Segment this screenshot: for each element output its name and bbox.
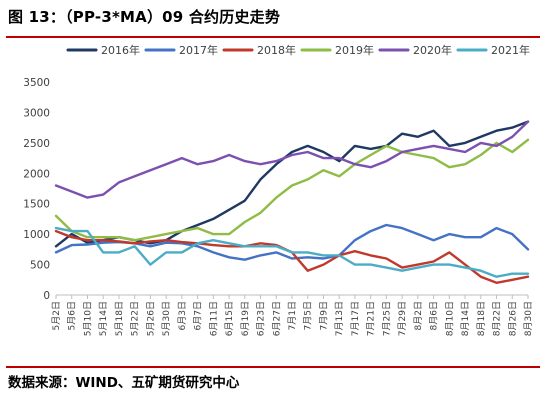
x-tick-label: 6月3日 — [177, 301, 188, 330]
x-tick-label: 5月26日 — [145, 301, 156, 336]
series-line-2019年 — [54, 138, 530, 242]
source-rule — [6, 366, 540, 368]
x-tick-label: 6月15日 — [224, 301, 235, 336]
x-tick-label: 6月19日 — [240, 301, 251, 336]
x-tick-label: 6月27日 — [271, 301, 282, 336]
x-tick-label: 8月10日 — [444, 301, 455, 336]
x-tick-label: 5月22日 — [130, 301, 141, 336]
y-tick-label: 3000 — [23, 107, 50, 119]
x-tick-label: 6月7日 — [193, 301, 204, 330]
y-tick-label: 2500 — [23, 138, 50, 150]
x-tick-label: 7月13日 — [334, 301, 345, 336]
x-tick-label: 7月29日 — [397, 301, 408, 336]
title-rule — [6, 36, 540, 38]
x-tick-label: 6月11日 — [208, 301, 219, 336]
legend-label: 2016年 — [101, 43, 140, 57]
x-tick-label: 6月23日 — [256, 301, 267, 336]
legend-label: 2017年 — [179, 43, 218, 57]
x-tick-label: 7月5日 — [303, 301, 314, 330]
x-tick-label: 5月6日 — [67, 301, 78, 330]
x-tick-label: 8月22日 — [492, 301, 503, 336]
y-tick-label: 500 — [30, 260, 50, 272]
x-tick-label: 8月26日 — [507, 301, 518, 336]
x-tick-label: 5月2日 — [51, 301, 62, 330]
x-tick-label: 7月25日 — [381, 301, 392, 336]
x-tick-label: 8月2日 — [413, 301, 424, 330]
x-tick-label: 8月18日 — [476, 301, 487, 336]
x-tick-label: 5月10日 — [82, 301, 93, 336]
x-axis: 5月2日 5月6日 5月10日 5月14日 5月18日 5月22日 5月26日 5月30日 6月… — [51, 294, 534, 336]
legend-label: 2019年 — [335, 43, 374, 57]
y-axis: 0 500 1000 1500 2000 2500 3000 3500 — [23, 77, 50, 302]
x-tick-label: 8月6日 — [429, 301, 440, 330]
x-tick-label: 5月30日 — [161, 301, 172, 336]
series-line-2021年 — [54, 226, 530, 278]
line-chart: 2016年 2017年 2018年 2019年 2020年 2021年 0 500 1000 1… — [23, 43, 534, 336]
series-line-2016年 — [54, 120, 530, 248]
y-tick-label: 1000 — [23, 229, 50, 241]
y-tick-label: 0 — [43, 290, 50, 302]
legend-label: 2020年 — [413, 43, 452, 57]
figure-title: 图 13：（PP-3*MA）09 合约历史走势 — [8, 8, 281, 26]
x-tick-label: 8月14日 — [460, 301, 471, 336]
source-note: 数据来源：WIND、五矿期货研究中心 — [8, 375, 240, 391]
x-tick-label: 5月18日 — [114, 301, 125, 336]
x-tick-label: 5月14日 — [98, 301, 109, 336]
y-tick-label: 3500 — [23, 77, 50, 89]
legend-label: 2018年 — [257, 43, 296, 57]
x-tick-label: 8月30日 — [523, 301, 534, 336]
series-line-2020年 — [54, 120, 530, 199]
x-tick-label: 7月1日 — [287, 301, 298, 330]
y-tick-label: 1500 — [23, 199, 50, 211]
chart-legend: 2016年 2017年 2018年 2019年 2020年 2021年 — [66, 43, 530, 57]
x-tick-label: 7月17日 — [350, 301, 361, 336]
y-tick-label: 2000 — [23, 168, 50, 180]
legend-label: 2021年 — [491, 43, 530, 57]
x-tick-label: 7月9日 — [318, 301, 329, 330]
x-tick-label: 7月21日 — [366, 301, 377, 336]
plot-lines — [54, 120, 530, 285]
